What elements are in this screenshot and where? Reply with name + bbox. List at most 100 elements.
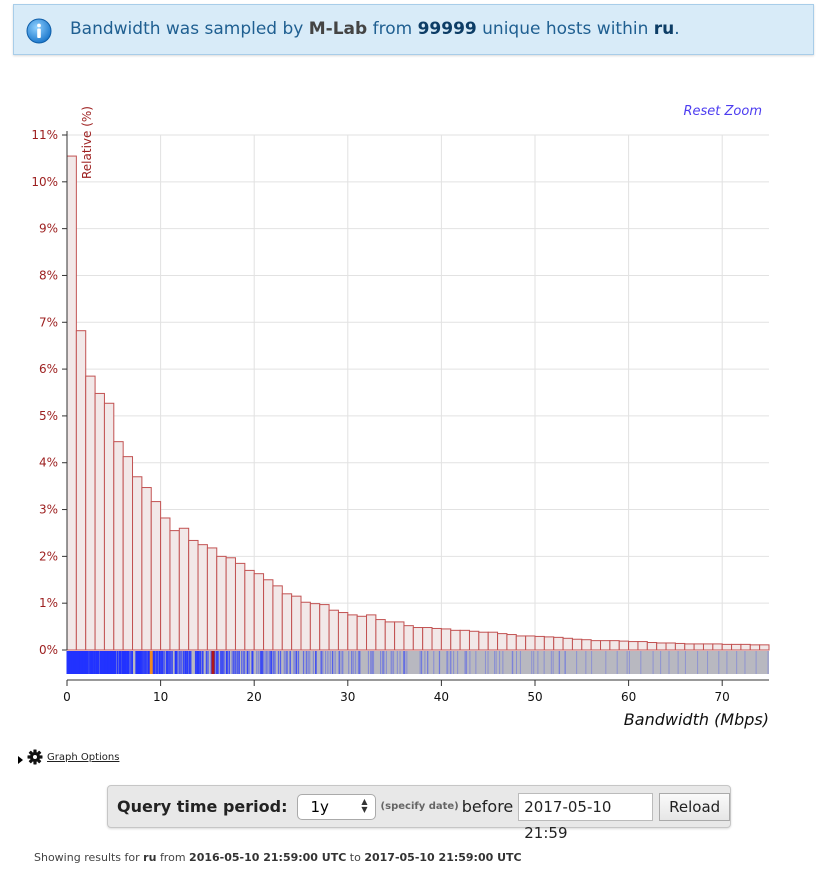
histogram-bar: [468, 630, 480, 651]
histogram-bar: [712, 643, 723, 651]
query-bar: Query time period: 1y ▲ ▼ (specify date) …: [107, 785, 731, 842]
histogram-bar: [515, 635, 527, 651]
period-select[interactable]: 1y ▲ ▼: [297, 793, 376, 820]
histogram-bar: [281, 593, 293, 651]
histogram-bar: [525, 635, 536, 651]
histogram-bar: [347, 614, 358, 651]
expand-triangle-icon[interactable]: [18, 756, 23, 764]
y-tick-label: 3%: [39, 503, 58, 517]
info-icon: [26, 18, 52, 44]
banner-country: ru: [653, 19, 675, 39]
histogram-bar: [216, 555, 227, 651]
histogram-bar: [403, 625, 414, 651]
histogram-bar: [731, 643, 742, 651]
histogram-bar: [234, 562, 246, 651]
histogram-bar: [328, 609, 339, 651]
histogram-bar: [487, 631, 499, 651]
y-tick-label: 6%: [39, 362, 58, 376]
banner-count: 99999: [417, 19, 477, 39]
histogram-bar: [66, 155, 77, 651]
histogram-bar: [506, 634, 517, 651]
banner-suffix: .: [674, 19, 680, 39]
date-input[interactable]: 2017-05-10 21:59: [518, 792, 654, 842]
histogram-bar: [609, 640, 620, 651]
results-summary: Showing results for ru from 2016-05-10 2…: [34, 851, 522, 864]
y-tick-label: 4%: [39, 456, 58, 470]
histogram-bar: [431, 627, 442, 651]
histogram-bar: [272, 585, 283, 651]
x-tick-label: 10: [153, 690, 168, 704]
histogram-bar: [646, 642, 658, 651]
histogram-bar: [450, 629, 461, 651]
before-label: before: [461, 797, 514, 816]
reload-button[interactable]: Reload: [659, 792, 730, 821]
gear-icon: [27, 749, 43, 765]
histogram-bar: [375, 619, 386, 651]
footer-prefix: Showing results for: [34, 851, 140, 864]
x-axis-label: Bandwidth (Mbps): [624, 710, 769, 729]
histogram-bar: [702, 643, 714, 651]
histogram-bar: [581, 639, 592, 651]
histogram-bar: [665, 642, 676, 651]
histogram-bar: [749, 644, 761, 651]
x-tick-label: 20: [247, 690, 262, 704]
histogram-bar: [440, 628, 452, 651]
histogram-bar: [132, 476, 143, 651]
histogram-bar: [740, 643, 751, 651]
x-tick-label: 60: [621, 690, 636, 704]
histogram-bar: [253, 573, 265, 651]
graph-options[interactable]: Graph Options: [18, 749, 119, 765]
chart-bars: [66, 155, 770, 651]
x-tick-label: 30: [340, 690, 355, 704]
histogram-bar: [160, 517, 171, 651]
chart-axes: 0% 1% 2% 3% 4% 5% 6% 7% 8% 9% 10% 11% 0 10 20 30 40 50 60 7…: [31, 128, 769, 704]
histogram-bar: [759, 644, 770, 651]
histogram-bar: [600, 640, 611, 651]
x-tick-label: 70: [715, 690, 730, 704]
histogram-bar: [188, 539, 199, 651]
histogram-bar: [693, 643, 704, 651]
histogram-bar: [656, 642, 667, 651]
bandwidth-histogram[interactable]: 0% 1% 2% 3% 4% 5% 6% 7% 8% 9% 10% 11% 0 10 20 30 40 50 60 7…: [0, 95, 817, 730]
histogram-bar: [721, 643, 733, 651]
histogram-bar: [534, 635, 545, 651]
histogram-bar: [206, 547, 218, 651]
histogram-bar: [497, 633, 508, 651]
reset-zoom-button[interactable]: Reset Zoom: [683, 104, 762, 119]
y-tick-label: 10%: [31, 175, 58, 189]
banner-prefix: Bandwidth was sampled by: [70, 19, 304, 39]
histogram-bar: [113, 441, 124, 651]
histogram-bar: [291, 595, 302, 651]
histogram-bar: [197, 544, 208, 651]
specify-date-label: (specify date): [380, 801, 459, 812]
graph-options-link[interactable]: Graph Options: [47, 751, 120, 763]
banner-source: M-Lab: [308, 19, 368, 39]
y-tick-label: 1%: [39, 596, 58, 610]
y-tick-label: 11%: [31, 128, 58, 142]
select-arrows-icon: ▲ ▼: [361, 796, 368, 814]
x-tick-label: 50: [527, 690, 542, 704]
histogram-bar: [553, 636, 564, 651]
histogram-bar: [141, 487, 152, 651]
histogram-bar: [478, 631, 489, 651]
banner-mid: from: [372, 19, 413, 39]
banner-message: Bandwidth was sampled by M-Lab from 9999…: [70, 19, 680, 39]
histogram-bar: [103, 402, 115, 651]
info-banner: Bandwidth was sampled by M-Lab from 9999…: [13, 4, 814, 55]
histogram-bar: [366, 614, 377, 651]
histogram-bar: [562, 637, 573, 651]
period-value: 1y: [310, 797, 329, 816]
histogram-bar: [85, 375, 96, 651]
histogram-bar: [122, 456, 134, 651]
chart-rug: [66, 651, 769, 674]
footer-country: ru: [143, 851, 157, 864]
histogram-bar: [178, 527, 190, 651]
y-tick-label: 7%: [39, 315, 58, 329]
histogram-bar: [337, 612, 349, 651]
footer-from-date: 2016-05-10 21:59:00 UTC: [189, 851, 347, 864]
histogram-bar: [571, 638, 583, 651]
histogram-bar: [75, 330, 87, 651]
footer-to-date: 2017-05-10 21:59:00 UTC: [364, 851, 522, 864]
y-tick-label: 5%: [39, 409, 58, 423]
y-tick-label: 0%: [39, 643, 58, 657]
